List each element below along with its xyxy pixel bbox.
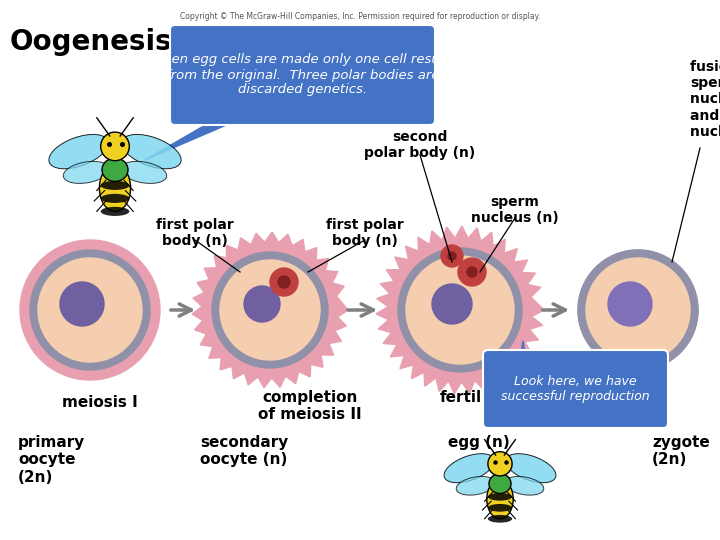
Circle shape [101,132,130,161]
Text: When egg cells are made only one cell results
from the original.  Three polar bo: When egg cells are made only one cell re… [150,53,455,97]
Circle shape [458,258,486,286]
Circle shape [270,268,298,296]
Text: meiosis I: meiosis I [62,395,138,410]
Circle shape [244,286,280,322]
Text: fertilization: fertilization [440,390,540,405]
Polygon shape [192,232,348,388]
Ellipse shape [101,207,130,216]
Ellipse shape [505,476,544,495]
Circle shape [278,276,290,288]
Polygon shape [145,120,238,160]
Ellipse shape [456,476,495,495]
Circle shape [578,250,698,370]
Ellipse shape [489,474,511,494]
Ellipse shape [49,134,108,169]
Ellipse shape [102,158,128,181]
Polygon shape [376,226,544,394]
Circle shape [608,282,652,326]
Circle shape [220,260,320,360]
Text: fusion of
sperm
nucleus (n)
and egg
nucleus (n): fusion of sperm nucleus (n) and egg nucl… [690,60,720,139]
Text: first polar
body (n): first polar body (n) [326,218,404,248]
Ellipse shape [122,134,181,169]
Circle shape [20,240,160,380]
Ellipse shape [505,454,556,483]
Ellipse shape [488,493,512,501]
Ellipse shape [101,194,130,203]
Circle shape [38,258,142,362]
Circle shape [398,248,522,372]
Circle shape [441,245,463,267]
Ellipse shape [101,181,130,190]
Ellipse shape [444,454,495,483]
Text: Oogenesis: Oogenesis [10,28,173,56]
Ellipse shape [99,165,130,211]
FancyBboxPatch shape [170,25,435,125]
Circle shape [432,284,472,324]
Circle shape [60,282,104,326]
Circle shape [488,451,512,476]
Ellipse shape [488,504,512,512]
Circle shape [406,256,514,364]
Text: Look here, we have
successful reproduction: Look here, we have successful reproducti… [501,375,650,403]
Text: primary
oocyte
(2n): primary oocyte (2n) [18,435,85,485]
Circle shape [578,250,698,370]
Text: Copyright © The McGraw-Hill Companies, Inc. Permission required for reproduction: Copyright © The McGraw-Hill Companies, I… [180,12,540,21]
Text: egg (n): egg (n) [448,435,510,450]
Text: second
polar body (n): second polar body (n) [364,130,476,160]
Circle shape [586,258,690,362]
Polygon shape [511,341,535,423]
Ellipse shape [120,161,167,184]
Circle shape [212,252,328,368]
Circle shape [448,252,456,260]
Text: zygote
(2n): zygote (2n) [652,435,710,468]
Circle shape [467,267,477,277]
Circle shape [30,250,150,370]
Ellipse shape [487,479,513,519]
Text: sperm
nucleus (n): sperm nucleus (n) [471,195,559,225]
Text: secondary
oocyte (n): secondary oocyte (n) [200,435,288,468]
Text: first polar
body (n): first polar body (n) [156,218,234,248]
Ellipse shape [488,515,512,523]
FancyBboxPatch shape [483,350,668,428]
Text: completion
of meiosis II: completion of meiosis II [258,390,362,422]
Ellipse shape [63,161,109,184]
